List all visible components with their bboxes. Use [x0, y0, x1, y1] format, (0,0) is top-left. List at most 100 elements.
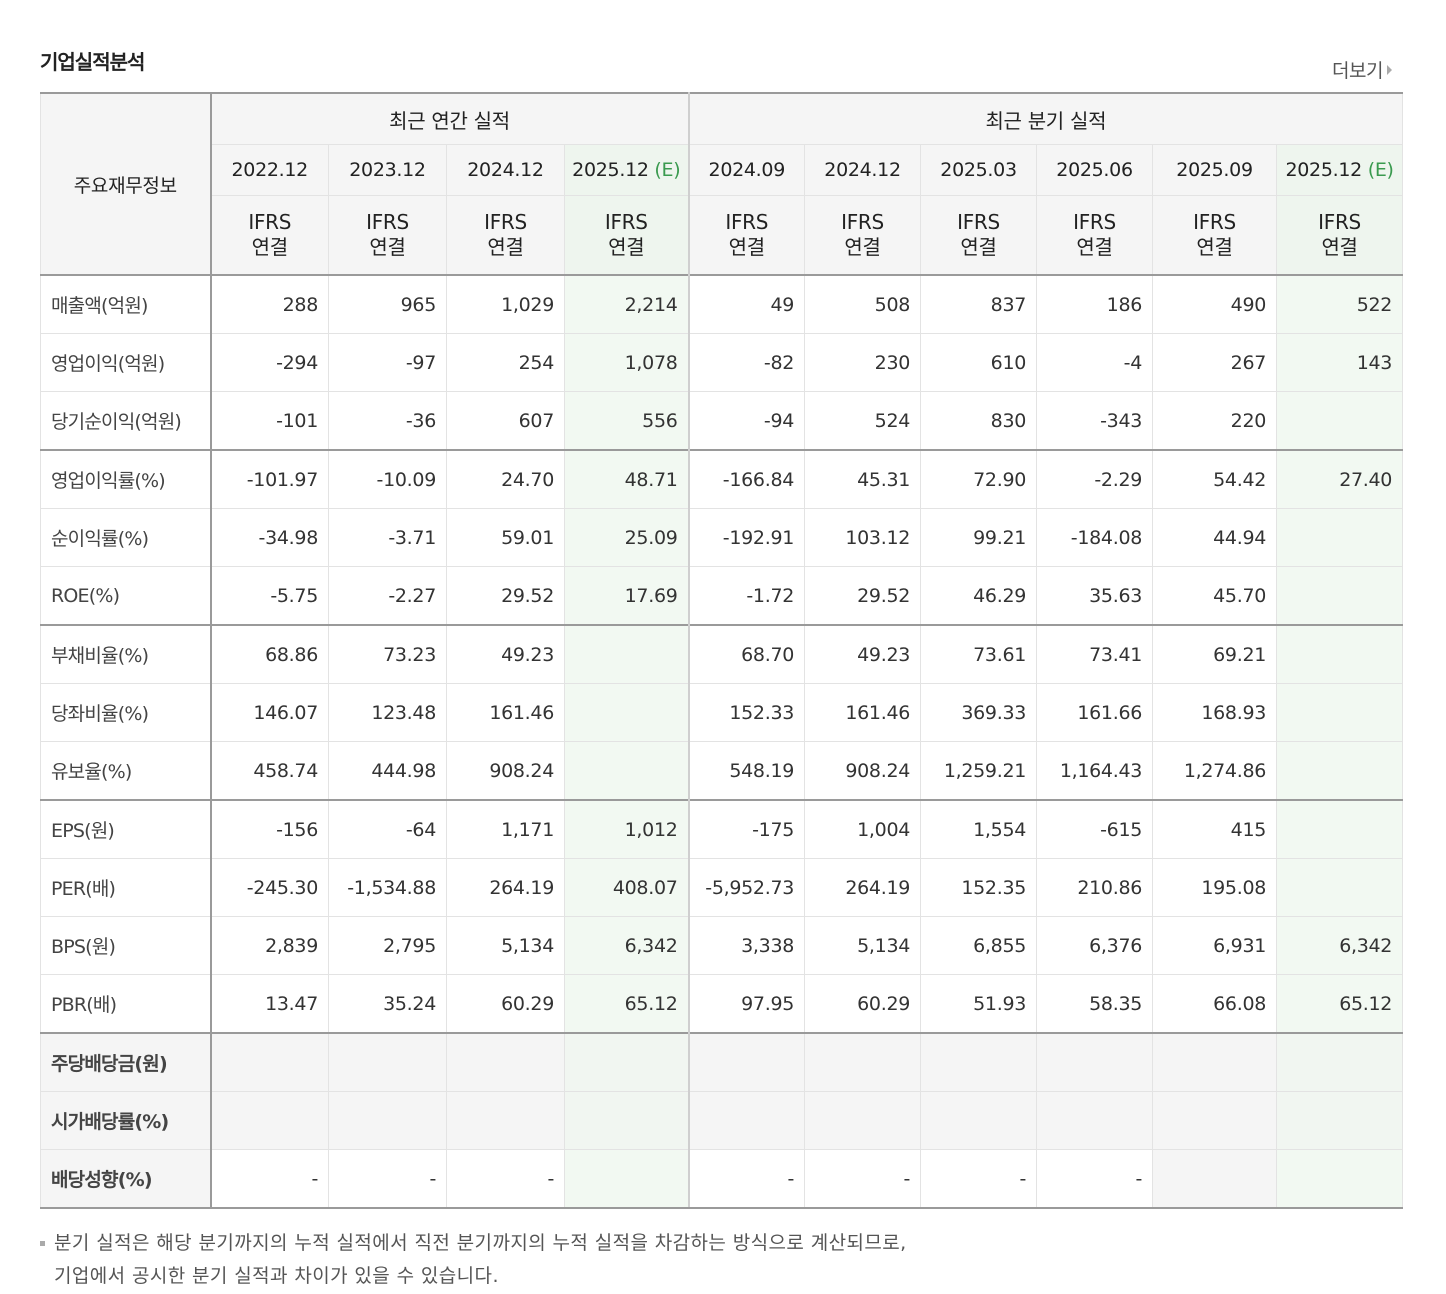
table-row: BPS(원) 2,839 2,795 5,134 6,342 3,338 5,134 6,85…	[40, 916, 1404, 975]
accounting-header-row: IFRS 연결 IFRS 연결 IFRS 연결 IFRS 연결 IFRS 연결 IFRS 연결 IFRS…	[41, 195, 1404, 276]
table-cell	[210, 1091, 329, 1150]
table-cell: 60.29	[446, 974, 565, 1034]
table-cell	[804, 1091, 922, 1150]
accounting-standard-label: IFRS	[1318, 210, 1361, 234]
accounting-standard-header: IFRS 연결	[1036, 195, 1154, 276]
table-cell: 65.12	[563, 974, 690, 1034]
table-cell	[1036, 1091, 1154, 1150]
table-cell: -97	[328, 333, 447, 392]
row-label: 배당성향(%)	[40, 1149, 212, 1209]
table-cell	[1152, 1091, 1278, 1150]
table-cell: 610	[920, 333, 1038, 392]
table-cell: 103.12	[804, 508, 922, 567]
table-cell: 1,004	[804, 799, 922, 859]
table-cell: -5.75	[210, 566, 329, 626]
table-row: 순이익률(%) -34.98 -3.71 59.01 25.09 -192.91 103.1…	[40, 508, 1404, 567]
accounting-standard-header: IFRS 연결	[1276, 195, 1404, 276]
accounting-standard-header: IFRS 연결	[1152, 195, 1278, 276]
table-cell: 264.19	[804, 858, 922, 917]
row-label: BPS(원)	[40, 916, 212, 975]
table-cell: -1,534.88	[328, 858, 447, 917]
table-cell: 369.33	[920, 683, 1038, 742]
table-cell	[688, 1091, 806, 1150]
table-cell: 1,164.43	[1036, 741, 1154, 801]
accounting-standard-header: IFRS 연결	[210, 195, 329, 276]
table-cell: 73.23	[328, 624, 447, 684]
table-cell: 35.63	[1036, 566, 1154, 626]
consolidation-label: 연결	[1321, 235, 1358, 259]
table-cell: 59.01	[446, 508, 565, 567]
table-cell: 6,342	[563, 916, 690, 975]
table-cell	[1276, 741, 1404, 801]
period-header: 2025.06	[1036, 144, 1154, 196]
row-label: PER(배)	[40, 858, 212, 917]
accounting-standard-header: IFRS 연결	[446, 195, 565, 276]
table-cell: 186	[1036, 274, 1154, 334]
table-cell: 161.46	[804, 683, 922, 742]
period-label: 2025.06	[1056, 159, 1133, 181]
accounting-standard-header: IFRS 연결	[563, 195, 690, 276]
table-cell: 267	[1152, 333, 1278, 392]
period-label: 2025.12	[1285, 159, 1362, 181]
table-cell: 13.47	[210, 974, 329, 1034]
footnote-line-2: 기업에서 공시한 분기 실적과 차이가 있을 수 있습니다.	[54, 1265, 499, 1287]
table-row: 부채비율(%) 68.86 73.23 49.23 68.70 49.23 73.61 73.…	[40, 624, 1404, 684]
table-cell	[1276, 624, 1404, 684]
table-cell: 60.29	[804, 974, 922, 1034]
consolidation-label: 연결	[608, 235, 645, 259]
table-cell: -294	[210, 333, 329, 392]
more-link[interactable]: 더보기	[1332, 56, 1392, 83]
table-cell: -101	[210, 391, 329, 451]
table-row: EPS(원) -156 -64 1,171 1,012 -175 1,004 1,554 -61…	[40, 799, 1404, 859]
table-cell: 1,259.21	[920, 741, 1038, 801]
table-cell: 522	[1276, 274, 1404, 334]
consolidation-label: 연결	[369, 235, 406, 259]
period-label: 2025.12	[572, 159, 649, 181]
table-cell: -156	[210, 799, 329, 859]
table-cell: 408.07	[563, 858, 690, 917]
table-cell: -615	[1036, 799, 1154, 859]
table-cell: -10.09	[328, 449, 447, 509]
consolidation-label: 연결	[960, 235, 997, 259]
table-cell	[920, 1032, 1038, 1092]
row-label: 영업이익(억원)	[40, 333, 212, 392]
table-cell: 6,342	[1276, 916, 1404, 975]
consolidation-label: 연결	[844, 235, 881, 259]
row-label: PBR(배)	[40, 974, 212, 1034]
table-cell: -2.27	[328, 566, 447, 626]
row-label: 부채비율(%)	[40, 624, 212, 684]
table-cell: 1,274.86	[1152, 741, 1278, 801]
table-row: 유보율(%) 458.74 444.98 908.24 548.19 908.24 1,25…	[40, 741, 1404, 801]
table-cell: 73.41	[1036, 624, 1154, 684]
table-cell: 123.48	[328, 683, 447, 742]
table-cell: -	[446, 1149, 565, 1209]
table-cell: 210.86	[1036, 858, 1154, 917]
table-cell: 220	[1152, 391, 1278, 451]
row-label: 당좌비율(%)	[40, 683, 212, 742]
financial-table: 주요재무정보 최근 연간 실적 최근 분기 실적 2022.12 2023.12 2…	[40, 92, 1404, 1209]
period-header: 2023.12	[328, 144, 447, 196]
consolidation-label: 연결	[1196, 235, 1233, 259]
table-cell	[1276, 566, 1404, 626]
table-cell: -343	[1036, 391, 1154, 451]
table-cell: 6,376	[1036, 916, 1154, 975]
row-label: 매출액(억원)	[40, 274, 212, 334]
table-cell: 25.09	[563, 508, 690, 567]
accounting-standard-header: IFRS 연결	[688, 195, 806, 276]
table-cell	[563, 1091, 690, 1150]
table-cell	[563, 624, 690, 684]
period-header: 2025.12 (E)	[1276, 144, 1404, 196]
table-cell: 152.35	[920, 858, 1038, 917]
period-label: 2024.09	[708, 159, 786, 181]
table-cell: 17.69	[563, 566, 690, 626]
more-label[interactable]: 더보기	[1332, 60, 1383, 82]
table-cell	[1276, 683, 1404, 742]
period-label: 2024.12	[467, 159, 544, 181]
row-label-header: 주요재무정보	[40, 92, 212, 276]
accounting-standard-label: IFRS	[1193, 210, 1236, 234]
table-cell: 444.98	[328, 741, 447, 801]
table-cell: 458.74	[210, 741, 329, 801]
table-cell: 1,012	[563, 799, 690, 859]
table-cell	[920, 1091, 1038, 1150]
period-header: 2022.12	[210, 144, 329, 196]
